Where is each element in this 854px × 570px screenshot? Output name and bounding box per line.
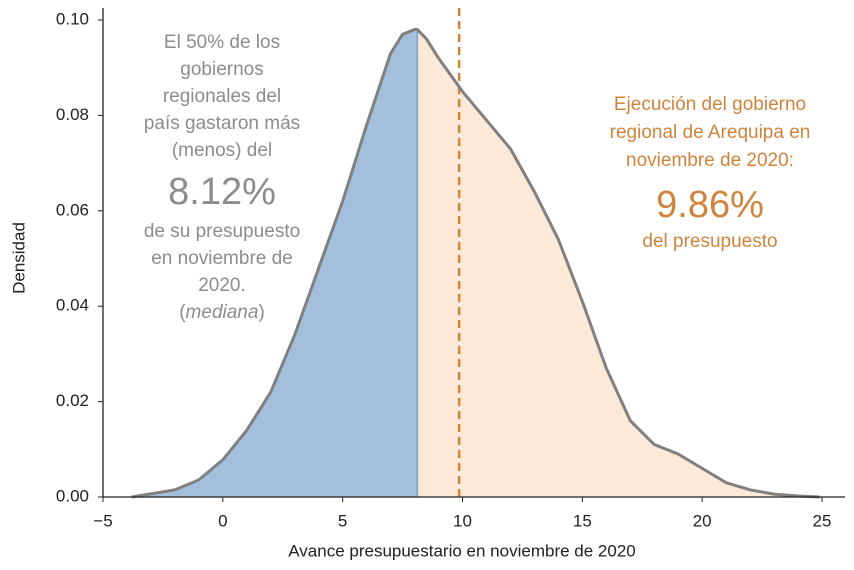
lower-area — [131, 29, 418, 497]
y-axis-label: Densidad — [9, 222, 28, 294]
x-tick-label: 5 — [338, 511, 347, 530]
median-label: 8.12% — [168, 171, 276, 213]
density-line — [131, 28, 820, 499]
y-tick-label: 0.10 — [56, 9, 89, 28]
left-note-line: de su presupuesto — [144, 221, 300, 242]
left-note-part: mediana — [186, 302, 259, 323]
y-tick-label: 0.06 — [56, 200, 89, 219]
left-note-line: en noviembre de — [151, 248, 293, 269]
x-tick-label: 15 — [573, 511, 592, 530]
left-note-line: gobiernos — [180, 59, 263, 80]
x-tick-label: 10 — [453, 511, 472, 530]
y-tick-label: 0.00 — [56, 486, 89, 505]
y-tick-label: 0.02 — [56, 391, 89, 410]
x-axis-label: Avance presupuestario en noviembre de 20… — [288, 541, 635, 560]
x-tick-label: 0 — [218, 511, 227, 530]
right-note-line: regional de Arequipa en — [610, 122, 811, 143]
left-note-line: El 50% de los — [164, 32, 280, 53]
left-note-line: país gastaron más — [144, 113, 300, 134]
left-note-line: (menos) del — [172, 140, 272, 161]
upper-area — [417, 29, 820, 497]
right-note-line: Ejecución del gobierno — [614, 94, 806, 115]
right-note-line: del presupuesto — [642, 231, 777, 252]
left-note-part: ) — [258, 302, 264, 323]
left-note-part: ( — [179, 302, 186, 323]
left-note-line: 2020. — [198, 275, 246, 296]
right-note-line: noviembre de 2020: — [626, 150, 794, 171]
x-tick-label: 20 — [693, 511, 712, 530]
x-tick-label: −5 — [93, 511, 112, 530]
y-tick-label: 0.04 — [56, 296, 89, 315]
left-note-end: (mediana) — [179, 302, 265, 323]
y-tick-label: 0.08 — [56, 105, 89, 124]
x-tick-label: 25 — [813, 511, 832, 530]
marker-label: 9.86% — [656, 184, 764, 226]
left-note-line: regionales del — [163, 86, 281, 107]
